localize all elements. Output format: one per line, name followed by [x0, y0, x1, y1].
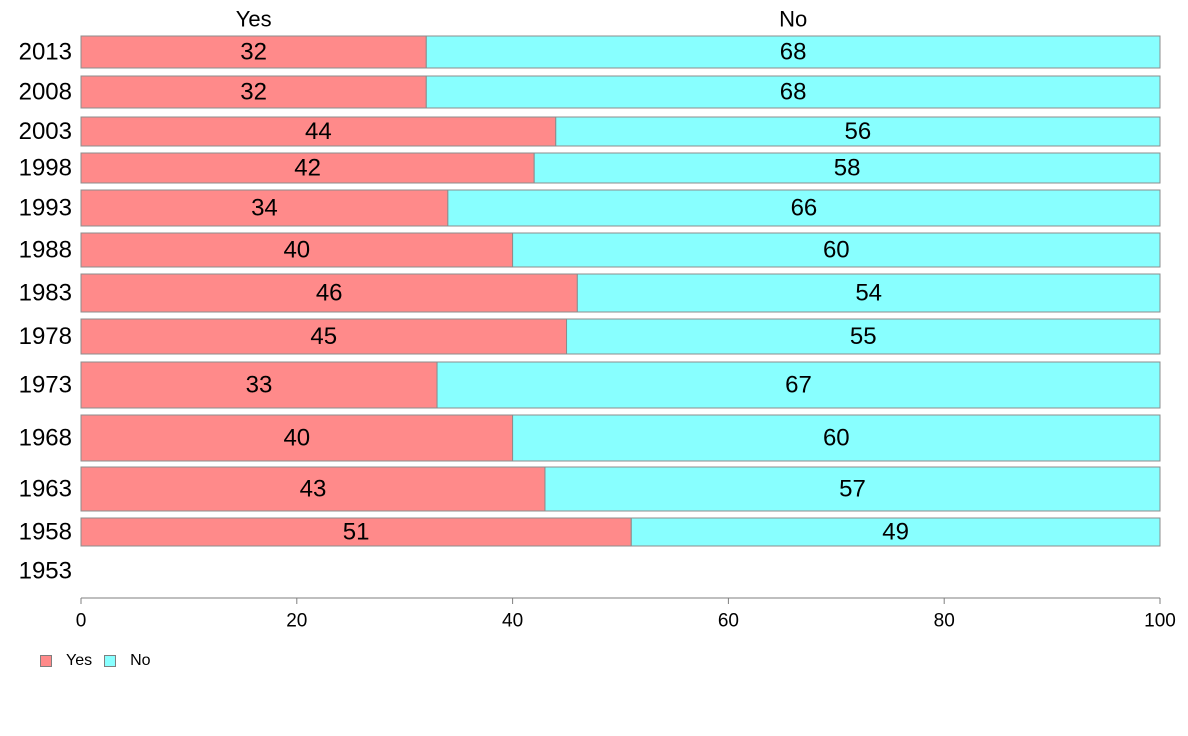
x-tick-label-40: 40	[502, 611, 523, 632]
data-label-yes-2008: 32	[240, 79, 267, 106]
legend-label-yes: Yes	[66, 652, 93, 669]
bar-no-1988	[512, 232, 1161, 268]
x-axis: 0 20 40 60 80 100	[76, 597, 1176, 632]
bar-no-1958	[630, 517, 1161, 547]
data-label-yes-1998: 42	[294, 155, 321, 182]
bar-no-1963	[544, 466, 1161, 512]
data-label-no-1998: 58	[834, 155, 861, 182]
bar-yes-2003	[80, 116, 557, 147]
bar-no-2013	[425, 35, 1161, 69]
y-label-1963: 1963	[19, 476, 72, 503]
y-label-1983: 1983	[19, 280, 72, 307]
data-label-yes-1968: 40	[283, 425, 310, 452]
data-label-yes-2013: 32	[240, 39, 267, 66]
y-label-1993: 1993	[19, 195, 72, 222]
data-label-no-2013: 68	[780, 39, 807, 66]
data-label-yes-1983: 46	[316, 280, 343, 307]
bar-no-1983	[576, 273, 1161, 313]
data-label-yes-2003: 44	[305, 118, 332, 145]
bar-no-2008	[425, 75, 1161, 109]
y-label-1968: 1968	[19, 425, 72, 452]
y-label-1953: 1953	[19, 558, 72, 585]
data-label-no-1993: 66	[791, 195, 818, 222]
x-tick-label-0: 0	[76, 611, 87, 632]
y-label-2013: 2013	[19, 39, 72, 66]
data-label-yes-1973: 33	[246, 372, 273, 399]
x-tick-label-60: 60	[718, 611, 739, 632]
data-label-no-1958: 49	[882, 519, 909, 546]
bar-yes-1958	[80, 517, 632, 547]
legend-label-no: No	[130, 652, 151, 669]
legend-item-no: No	[104, 652, 151, 670]
bar-yes-2013	[80, 35, 427, 69]
bar-yes-1963	[80, 466, 546, 512]
top-labels: Yes No	[236, 7, 808, 32]
data-label-yes-1978: 45	[310, 323, 337, 350]
y-label-1973: 1973	[19, 372, 72, 399]
bar-yes-1973	[80, 361, 438, 409]
bar-no-1993	[447, 189, 1161, 227]
data-label-yes-1993: 34	[251, 195, 278, 222]
data-label-no-2003: 56	[845, 118, 872, 145]
bar-no-2003	[555, 116, 1161, 147]
data-label-no-1968: 60	[823, 425, 850, 452]
data-label-no-1963: 57	[839, 476, 866, 503]
top-label-yes: Yes	[236, 7, 272, 32]
bar-yes-2008	[80, 75, 427, 109]
y-label-1998: 1998	[19, 155, 72, 182]
x-tick-label-20: 20	[286, 611, 307, 632]
y-axis-labels: 2013 2008 2003 1998 1993 1988 1983 1978 1973 1968…	[19, 39, 72, 585]
y-label-2003: 2003	[19, 118, 72, 145]
y-label-2008: 2008	[19, 79, 72, 106]
bar-no-1968	[512, 414, 1161, 462]
data-label-no-1978: 55	[850, 323, 877, 350]
data-label-no-1973: 67	[785, 372, 812, 399]
data-label-no-1988: 60	[823, 237, 850, 264]
legend-swatch-yes	[40, 655, 52, 667]
y-label-1988: 1988	[19, 237, 72, 264]
bar-yes-1998	[80, 152, 535, 184]
bar-yes-1968	[80, 414, 514, 462]
bar-yes-1993	[80, 189, 449, 227]
legend-swatch-no	[104, 655, 117, 667]
y-label-1978: 1978	[19, 323, 72, 350]
data-label-yes-1963: 43	[300, 476, 327, 503]
top-label-no: No	[779, 7, 807, 32]
bar-no-1998	[533, 152, 1161, 184]
x-tick-label-80: 80	[934, 611, 955, 632]
bars: 32 68 32 68 44 56 42 58 34 66 40 60 46 54 45 55 33 67 40 60…	[80, 35, 1161, 547]
legend: Yes No	[40, 652, 163, 670]
x-tick-label-100: 100	[1144, 611, 1176, 632]
bar-no-1973	[436, 361, 1161, 409]
data-label-yes-1988: 40	[283, 237, 310, 264]
data-label-yes-1958: 51	[343, 519, 370, 546]
bar-yes-1983	[80, 273, 578, 313]
legend-item-yes: Yes	[40, 652, 92, 670]
data-label-no-1983: 54	[855, 280, 882, 307]
bar-no-1978	[566, 318, 1161, 355]
data-label-no-2008: 68	[780, 79, 807, 106]
y-label-1958: 1958	[19, 519, 72, 546]
